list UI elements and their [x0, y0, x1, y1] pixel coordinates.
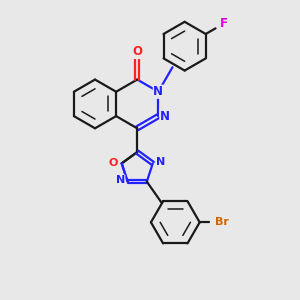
Text: N: N: [153, 85, 163, 98]
Text: O: O: [109, 158, 118, 168]
Text: N: N: [156, 157, 165, 167]
Text: F: F: [220, 17, 228, 30]
Text: Br: Br: [215, 217, 230, 227]
Text: N: N: [116, 175, 125, 185]
Text: N: N: [160, 110, 170, 123]
Text: O: O: [132, 45, 142, 58]
